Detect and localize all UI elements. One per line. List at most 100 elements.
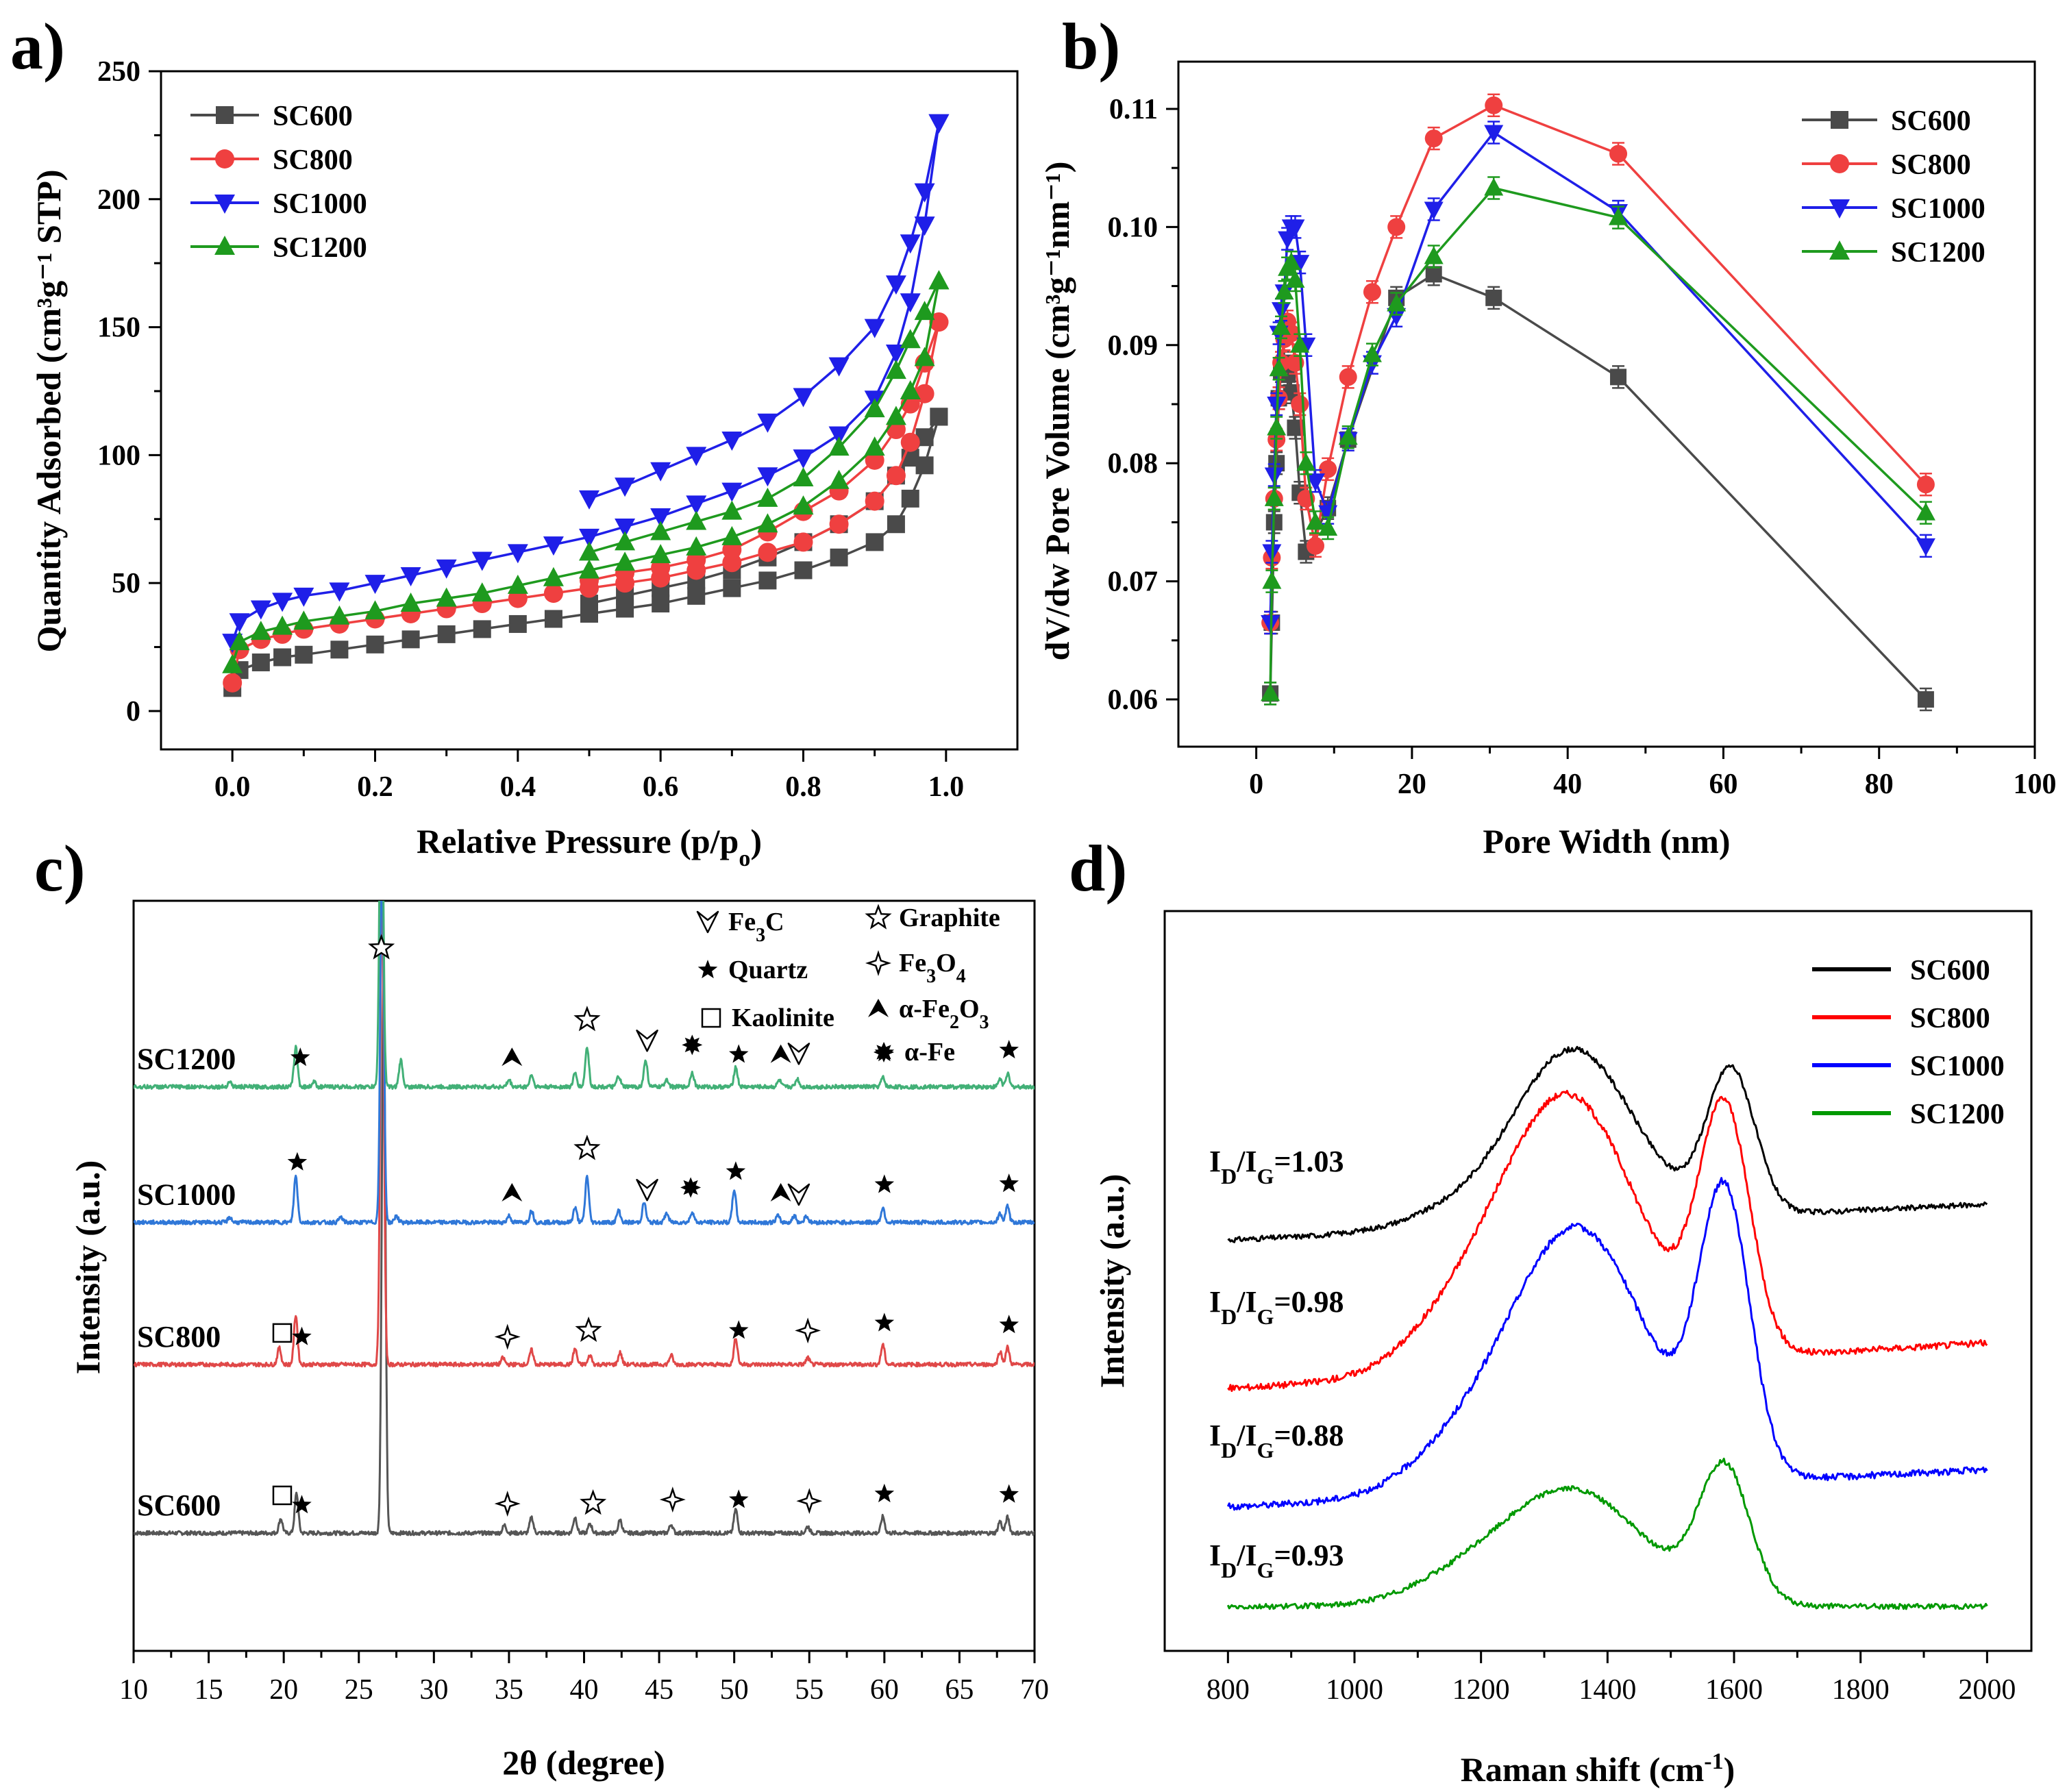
pore-point-SC1200 <box>1484 177 1504 196</box>
xrd-legend-label-kaolinite: Kaolinite <box>732 1004 834 1032</box>
pore-point-SC1200 <box>1318 518 1338 536</box>
isotherm-point-SC1000 <box>293 587 314 607</box>
isotherm-point-SC1000 <box>615 518 636 538</box>
pore-point-SC800 <box>1339 368 1357 386</box>
xrd-marker-quartz <box>290 1047 310 1067</box>
isotherm-point-SC1000 <box>828 426 850 446</box>
isotherm-point-SC1000 <box>686 447 707 466</box>
pore-x-ticks: 0 20 40 60 80 100 <box>1249 747 2057 800</box>
xrd-marker-quartz <box>292 1326 312 1345</box>
isotherm-point-SC1200 <box>686 510 707 530</box>
pore-point-SC1200 <box>1424 246 1444 264</box>
isotherm-legend-marker-SC1000 <box>214 195 235 214</box>
xrd-x-tick-label: 65 <box>945 1674 974 1706</box>
xrd-y-axis-title: Intensity (a.u.) <box>69 1160 107 1375</box>
isotherm-y-ticks: 0 50 100 150 200 250 <box>97 56 161 727</box>
isotherm-point-SC1200 <box>364 600 386 620</box>
pore-point-SC1000 <box>1484 125 1504 143</box>
isotherm-point-SC1200 <box>686 536 707 556</box>
isotherm-point-SC1000 <box>721 482 743 502</box>
isotherm-point-SC1000 <box>250 600 271 620</box>
pore-point-SC800 <box>1387 218 1406 236</box>
isotherm-point-SC600 <box>366 635 384 654</box>
raman-legend: SC600 SC800 SC1000 SC1200 <box>1812 955 2005 1130</box>
isotherm-point-SC1000 <box>914 216 935 236</box>
xrd-marker-quartz <box>729 1489 749 1508</box>
pore-x-tick-label: 80 <box>1865 769 1894 800</box>
pore-point-SC1200 <box>1267 417 1287 436</box>
isotherm-point-SC1000 <box>272 593 293 612</box>
pore-point-SC800 <box>1916 475 1935 494</box>
isotherm-point-SC1000 <box>650 508 671 528</box>
isotherm-point-SC1000 <box>400 567 421 586</box>
isotherm-point-SC1200 <box>828 436 850 456</box>
isotherm-point-SC1000 <box>885 344 906 364</box>
xrd-x-axis-title: 2θ (degree) <box>502 1743 665 1782</box>
isotherm-point-SC600 <box>544 610 562 628</box>
xrd-marker-fe3o4 <box>796 1488 823 1515</box>
isotherm-point-SC1200 <box>900 379 921 399</box>
pore-point-SC1000 <box>1424 201 1444 220</box>
pore-legend-marker-SC1200 <box>1829 240 1850 260</box>
raman-ratio-label-SC600: ID/IG=1.03 <box>1209 1145 1344 1189</box>
xrd-marker-hematite <box>770 1044 791 1063</box>
isotherm-point-SC1000 <box>579 528 599 548</box>
isotherm-legend-label-SC600: SC600 <box>273 101 353 132</box>
pore-point-SC1200 <box>1609 207 1629 225</box>
isotherm-point-SC1200 <box>864 398 885 418</box>
pore-distribution-chart: 0 20 40 60 80 100 0.06 0.07 0.08 0.09 0.10 0.11 SC… <box>1038 60 2057 860</box>
raman-spectrum-SC800 <box>1227 1089 1988 1392</box>
xrd-pattern-SC600 <box>134 979 1035 1536</box>
isotherm-x-tick-label: 0.8 <box>785 771 821 803</box>
pore-point-SC1200 <box>1306 512 1325 530</box>
isotherm-point-SC1000 <box>543 536 564 556</box>
xrd-marker-alphafe <box>680 1177 702 1198</box>
xrd-marker-fe3c <box>787 1043 810 1065</box>
isotherm-point-SC600 <box>330 640 349 659</box>
isotherm-series <box>222 114 950 697</box>
pore-y-tick-label: 0.06 <box>1108 684 1159 716</box>
xrd-pattern-SC1000 <box>134 901 1035 1225</box>
isotherm-point-SC1200 <box>543 567 564 586</box>
isotherm-y-tick-label: 50 <box>112 568 140 599</box>
raman-spectrum-SC1000 <box>1226 1177 1988 1511</box>
raman-ratio-annotations: ID/IG=1.03 ID/IG=0.98 ID/IG=0.88 ID/IG=0.93 <box>1209 1145 1344 1582</box>
isotherm-point-SC800 <box>223 673 243 693</box>
xrd-marker-hematite <box>770 1183 791 1202</box>
xrd-marker-quartz <box>729 1044 749 1063</box>
pore-point-SC1000 <box>1272 302 1291 321</box>
isotherm-x-tick-label: 0.4 <box>500 771 536 803</box>
isotherm-point-SC1000 <box>721 431 743 451</box>
xrd-legend-label-alphafe: α-Fe <box>904 1038 955 1067</box>
isotherm-point-SC600 <box>251 653 270 671</box>
pore-point-SC600 <box>1610 369 1627 386</box>
isotherm-point-SC1000 <box>885 275 906 295</box>
xrd-x-ticks: 10 15 20 25 30 35 40 45 50 55 60 65 70 <box>119 1651 1049 1706</box>
xrd-x-tick-label: 45 <box>645 1674 673 1706</box>
isotherm-point-SC1000 <box>229 613 250 633</box>
isotherm-point-SC600 <box>473 620 491 638</box>
raman-legend-label-SC800: SC800 <box>1910 1003 1990 1034</box>
pore-y-tick-label: 0.11 <box>1109 94 1158 125</box>
xrd-marker-fe3o4 <box>795 1317 821 1344</box>
pore-y-axis-title: dV/dw Pore Volume (cm³g⁻¹nm⁻¹) <box>1038 162 1076 661</box>
xrd-x-tick-label: 70 <box>1020 1674 1049 1706</box>
isotherm-point-SC1200 <box>293 610 314 630</box>
xrd-x-tick-label: 55 <box>795 1674 824 1706</box>
xrd-sample-label-SC800: SC800 <box>137 1320 221 1354</box>
xrd-sample-label-SC1000: SC1000 <box>137 1178 236 1211</box>
pore-x-tick-label: 0 <box>1249 769 1263 800</box>
pore-point-SC1000 <box>1916 538 1935 556</box>
xrd-marker-quartz <box>874 1483 895 1503</box>
isotherm-point-SC1000 <box>329 582 350 602</box>
isotherm-point-SC1200 <box>793 495 814 515</box>
pore-legend: SC600 SC800 SC1000 SC1200 <box>1802 105 1985 269</box>
isotherm-point-SC1000 <box>914 183 935 203</box>
pore-point-SC800 <box>1307 536 1324 555</box>
pore-point-SC600 <box>1917 691 1934 708</box>
isotherm-point-SC600 <box>901 489 919 508</box>
pore-legend-label-SC1200: SC1200 <box>1891 237 1985 269</box>
raman-legend-label-SC1000: SC1000 <box>1910 1051 2005 1082</box>
isotherm-point-SC600 <box>865 533 884 551</box>
